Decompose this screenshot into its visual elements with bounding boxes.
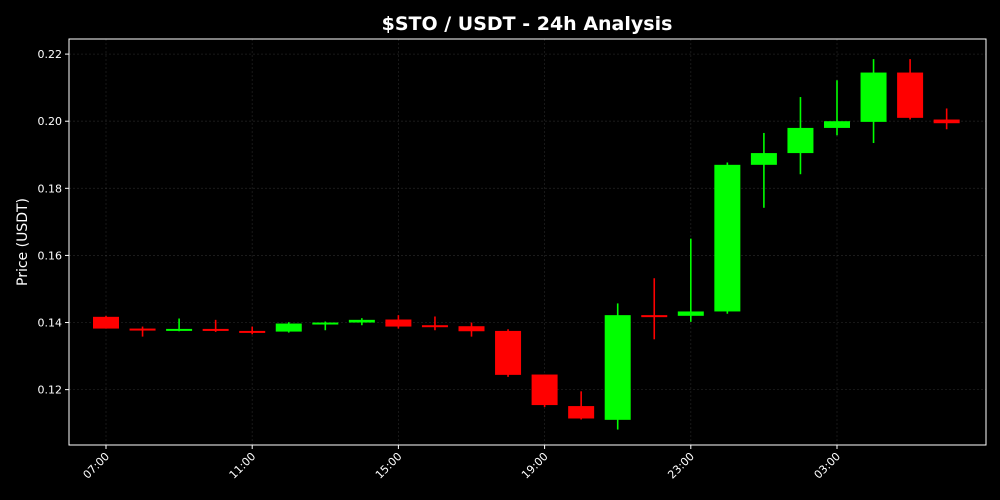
candle bbox=[897, 59, 924, 120]
candle-body bbox=[495, 330, 522, 375]
candle-body bbox=[421, 325, 448, 328]
y-axis-label: Price (USDT) bbox=[15, 198, 31, 286]
candle-body bbox=[750, 153, 777, 165]
candle bbox=[93, 315, 119, 329]
candle bbox=[714, 162, 741, 314]
candle-body bbox=[312, 322, 339, 325]
candle-body bbox=[458, 326, 485, 332]
candle-body bbox=[714, 164, 741, 312]
candle bbox=[860, 59, 887, 144]
candle-body bbox=[202, 328, 229, 331]
plot-frame bbox=[68, 38, 987, 446]
candle bbox=[604, 303, 631, 430]
candle bbox=[641, 278, 668, 340]
candle-body bbox=[568, 406, 595, 419]
y-axis: 0.12 0.14 0.16 0.18 0.20 0.22 bbox=[38, 48, 69, 397]
candle-body bbox=[385, 319, 412, 327]
candle bbox=[312, 321, 339, 331]
candle-body bbox=[787, 127, 814, 154]
chart-title: $STO / USDT - 24h Analysis bbox=[382, 13, 673, 35]
candle bbox=[787, 97, 814, 175]
candle bbox=[750, 132, 777, 208]
y-tick-label: 0.22 bbox=[38, 48, 63, 61]
candle bbox=[531, 374, 558, 408]
candle bbox=[166, 318, 193, 332]
candle-body bbox=[348, 319, 375, 323]
candle bbox=[421, 316, 448, 331]
candle bbox=[458, 322, 485, 337]
y-tick-label: 0.20 bbox=[38, 115, 63, 128]
candle-body bbox=[275, 323, 302, 332]
candle-body bbox=[897, 72, 924, 118]
y-tick-label: 0.16 bbox=[38, 249, 63, 262]
candle-body bbox=[641, 315, 668, 318]
candle bbox=[568, 391, 595, 420]
candle bbox=[933, 108, 960, 130]
candle-body bbox=[677, 311, 704, 316]
candle-layer bbox=[93, 59, 960, 430]
candle bbox=[239, 326, 266, 335]
candle bbox=[275, 322, 302, 333]
candle bbox=[824, 80, 850, 136]
candle bbox=[348, 318, 375, 326]
candle bbox=[495, 329, 522, 377]
candle-body bbox=[531, 374, 558, 406]
candle bbox=[385, 315, 412, 329]
y-tick-label: 0.12 bbox=[38, 384, 63, 397]
candle-body bbox=[604, 315, 631, 420]
candle-body bbox=[933, 119, 960, 124]
candle-body bbox=[860, 72, 887, 122]
y-tick-label: 0.18 bbox=[38, 182, 63, 195]
candle-body bbox=[239, 330, 266, 333]
candle-body bbox=[166, 328, 193, 331]
candle bbox=[677, 238, 704, 322]
candle-body bbox=[824, 121, 850, 128]
y-tick-label: 0.14 bbox=[38, 317, 63, 330]
candle bbox=[129, 326, 156, 337]
candle bbox=[202, 319, 229, 332]
candle-body bbox=[129, 328, 156, 331]
candle-body bbox=[93, 316, 119, 329]
